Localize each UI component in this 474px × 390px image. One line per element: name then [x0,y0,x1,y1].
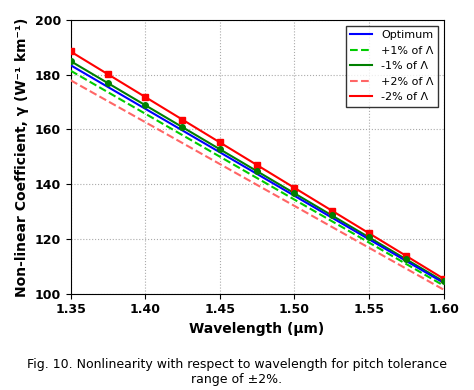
-2% of Λ [382,241,388,245]
Line: -2% of Λ: -2% of Λ [71,51,444,279]
-1% of Λ [406,259,411,263]
-1% of Λ [441,279,447,284]
+2% of Λ [296,206,301,211]
+1% of Λ [290,196,295,201]
Optimum [290,192,295,197]
Text: Fig. 10. Nonlinearity with respect to wavelength for pitch tolerance
range of ±2: Fig. 10. Nonlinearity with respect to wa… [27,358,447,386]
Line: +2% of Λ: +2% of Λ [71,80,444,290]
Line: Optimum: Optimum [71,65,444,283]
Optimum [68,63,73,67]
-2% of Λ [69,50,74,55]
-2% of Λ [441,277,447,281]
+1% of Λ [289,195,294,200]
-2% of Λ [290,184,295,189]
+2% of Λ [290,202,295,207]
+1% of Λ [296,200,301,204]
Line: -1% of Λ: -1% of Λ [71,61,444,282]
X-axis label: Wavelength (μm): Wavelength (μm) [190,322,325,336]
+2% of Λ [69,78,74,83]
-1% of Λ [289,189,294,194]
+1% of Λ [441,283,447,288]
Y-axis label: Non-linear Coefficient, γ (W⁻¹ km⁻¹): Non-linear Coefficient, γ (W⁻¹ km⁻¹) [15,17,29,296]
+1% of Λ [68,68,73,73]
Optimum [406,260,411,265]
Optimum [296,196,301,201]
Optimum [441,280,447,285]
-2% of Λ [296,188,301,193]
-2% of Λ [289,184,294,188]
-1% of Λ [382,245,388,249]
+1% of Λ [406,263,411,268]
+2% of Λ [406,268,411,272]
-1% of Λ [69,59,74,64]
-2% of Λ [406,255,411,260]
Optimum [289,191,294,196]
Legend: Optimum, +1% of Λ, -1% of Λ, +2% of Λ, -2% of Λ: Optimum, +1% of Λ, -1% of Λ, +2% of Λ, -… [346,26,438,107]
+2% of Λ [441,287,447,292]
Optimum [382,246,388,251]
-1% of Λ [68,59,73,64]
-2% of Λ [68,49,73,54]
+2% of Λ [289,202,294,207]
+1% of Λ [382,249,388,254]
-1% of Λ [296,193,301,198]
Line: +1% of Λ: +1% of Λ [71,71,444,285]
-1% of Λ [290,190,295,195]
Optimum [69,64,74,68]
+1% of Λ [69,69,74,74]
+2% of Λ [382,254,388,259]
+2% of Λ [68,78,73,83]
